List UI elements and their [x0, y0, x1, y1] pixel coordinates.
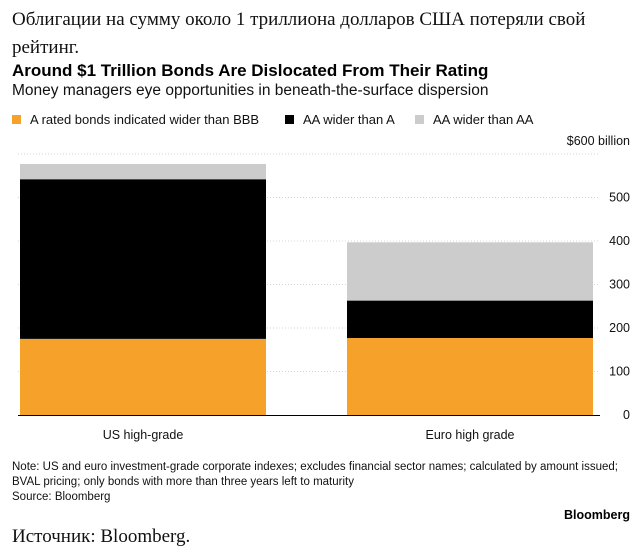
article-headline: Облигации на сумму около 1 триллиона дол… [12, 9, 586, 58]
y-tick-label: 0 [623, 408, 630, 422]
y-tick-label: 200 [609, 321, 630, 335]
bar-segment-euro-series-2 [347, 242, 593, 301]
y-tick-label: 100 [609, 365, 630, 379]
legend-swatch-gray [415, 115, 424, 125]
bloomberg-logo: Bloomberg [564, 508, 630, 522]
legend-item-aa-wider-than-aa: AA wider than AA [415, 112, 533, 127]
stacked-bar-chart: $600 billion 500 400 300 200 100 0 US high-grad… [18, 134, 630, 442]
bar-segment-euro-series-0 [347, 338, 593, 415]
y-tick-label: 300 [609, 278, 630, 292]
y-tick-label: 500 [609, 191, 630, 205]
bar-segment-us-series-2 [20, 164, 266, 180]
legend-item-aa-wider-than-a: AA wider than A [285, 112, 395, 127]
legend-label: AA wider than A [303, 112, 395, 127]
x-category-label: Euro high grade [426, 428, 515, 442]
y-tick-label: 400 [609, 234, 630, 248]
chart-note: Note: US and euro investment-grade corpo… [12, 461, 618, 488]
legend-label: AA wider than AA [433, 112, 534, 127]
bar-segment-us-series-0 [20, 338, 266, 415]
chart-title: Around $1 Trillion Bonds Are Dislocated … [12, 61, 489, 80]
legend-swatch-orange [12, 115, 21, 125]
chart-source: Source: Bloomberg [12, 491, 111, 503]
legend-swatch-black [285, 115, 294, 125]
article-source: Источник: Bloomberg. [12, 526, 191, 547]
x-category-label: US high-grade [103, 428, 184, 442]
y-tick-label: $600 billion [567, 134, 630, 148]
legend-label: A rated bonds indicated wider than BBB [30, 112, 260, 127]
legend-item-a-wider-than-bbb: A rated bonds indicated wider than BBB [12, 112, 259, 127]
bar-segment-euro-series-1 [347, 300, 593, 339]
chart-subtitle: Money managers eye opportunities in bene… [12, 82, 489, 99]
bar-segment-us-series-1 [20, 179, 266, 339]
